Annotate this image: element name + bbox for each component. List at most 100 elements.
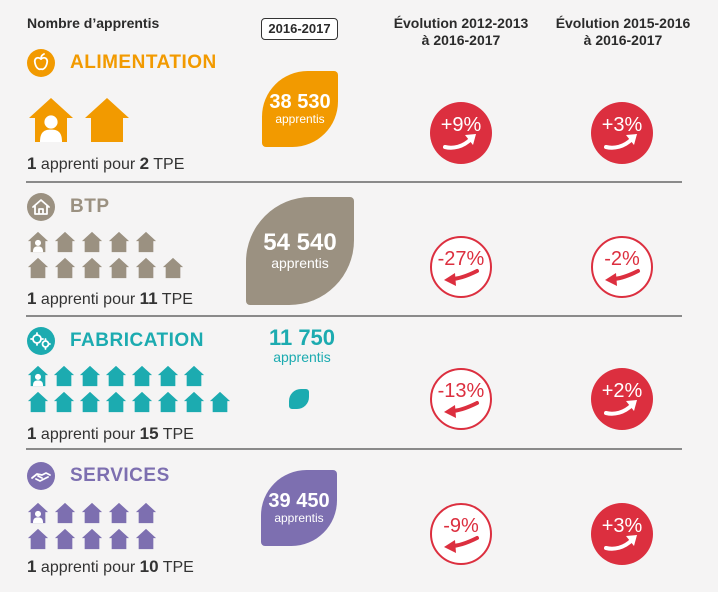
- apprentis-count-blob: 39 450 apprentis: [261, 470, 337, 546]
- ratio-label: apprenti pour: [36, 426, 140, 443]
- apprentis-unit: apprentis: [275, 112, 325, 126]
- decrease-badge: -9%: [430, 503, 492, 565]
- house-shape: [54, 502, 76, 524]
- ratio-label: apprenti pour: [36, 559, 140, 576]
- sector-row: FABRICATION 1 apprenti pour 15 TPE 11 750 a…: [0, 327, 718, 457]
- house-shape: [209, 391, 231, 413]
- badge-value: +9%: [441, 114, 482, 136]
- house-shape: [131, 391, 153, 413]
- house-shape: [108, 257, 130, 279]
- house-outline: [32, 199, 50, 215]
- tpe-houses: [27, 502, 157, 554]
- house-shape: [135, 502, 157, 524]
- badge-ring: [591, 236, 653, 298]
- evo-2015-badge: +2%: [590, 367, 654, 436]
- tpe-house-icon: [183, 365, 205, 387]
- person-body: [40, 129, 62, 142]
- increase-badge: +2%: [591, 368, 653, 430]
- house-shape: [79, 365, 101, 387]
- ratio-suffix: TPE: [158, 559, 194, 576]
- evo-2015-badge: +3%: [590, 101, 654, 170]
- apprentice-house-icon: [27, 502, 49, 524]
- ratio-label: apprenti pour: [36, 291, 140, 308]
- ratio-suffix: TPE: [158, 426, 194, 443]
- ratio-apprentice-count: 1: [27, 289, 37, 308]
- house-shape: [108, 528, 130, 550]
- apprentice-house-icon: [27, 365, 49, 387]
- tpe-houses: [27, 231, 184, 283]
- ratio-tpe-count: 10: [139, 557, 159, 576]
- badge-ring: [430, 503, 492, 565]
- person-body: [32, 380, 44, 387]
- category-icon: [27, 49, 55, 77]
- tpe-house-icon: [209, 391, 231, 413]
- house-shape: [53, 365, 75, 387]
- badge-value: -27%: [438, 248, 485, 270]
- tpe-house-icon: [54, 257, 76, 279]
- apprentis-count: 11 750: [268, 325, 336, 350]
- tpe-house-icon: [27, 528, 49, 550]
- up-arrow-head: [626, 400, 637, 411]
- evo-2012-badge: +9%: [429, 101, 493, 170]
- up-arrow-head: [626, 134, 637, 145]
- up-arrow-icon: [604, 137, 634, 150]
- sector-row: ALIMENTATION 1 apprenti pour 2 TPE 38 530 a…: [0, 49, 718, 179]
- tpe-house-icon: [54, 231, 76, 253]
- evo-2012-badge: -9%: [429, 502, 493, 571]
- badge-value: -13%: [438, 380, 485, 402]
- house-row: [27, 231, 184, 253]
- icon-disc: [27, 49, 55, 77]
- house-shape: [53, 391, 75, 413]
- separator: [26, 448, 682, 450]
- house-shape: [81, 257, 103, 279]
- ratio-text: 1 apprenti pour 15 TPE: [27, 424, 194, 444]
- badge-ring: [430, 236, 492, 298]
- person-head: [34, 373, 42, 380]
- evo-2015-badge: -2%: [590, 235, 654, 304]
- icon-disc: [27, 193, 55, 221]
- tpe-house-icon: [162, 257, 184, 279]
- ratio-label: apprenti pour: [36, 156, 140, 173]
- house-shape: [135, 231, 157, 253]
- apprentis-unit: apprentis: [271, 255, 329, 271]
- house-row: [27, 365, 231, 387]
- increase-badge: +3%: [591, 503, 653, 565]
- evo-2012-badge: -27%: [429, 235, 493, 304]
- down-arrow-head: [444, 273, 456, 286]
- tpe-house-icon: [53, 391, 75, 413]
- evo-2015-badge: +3%: [590, 502, 654, 571]
- sector-title: FABRICATION: [70, 330, 204, 351]
- house-shape: [81, 502, 103, 524]
- evo2-header-line2: à 2016-2017: [583, 32, 663, 48]
- person-body: [32, 517, 44, 524]
- increase-badge: +3%: [591, 102, 653, 164]
- badge-value: -2%: [604, 248, 640, 270]
- ratio-suffix: TPE: [149, 156, 185, 173]
- up-arrow-icon: [604, 538, 634, 551]
- apple-icon: [27, 49, 55, 77]
- separator: [26, 181, 682, 183]
- increase-badge: +9%: [430, 102, 492, 164]
- house-shape: [105, 365, 127, 387]
- tpe-house-icon: [79, 391, 101, 413]
- tpe-houses: [27, 365, 231, 417]
- house-shape: [27, 257, 49, 279]
- house-row: [27, 96, 131, 144]
- gear-teeth: [30, 332, 51, 350]
- evo2-header: Évolution 2015-2016 à 2016-2017: [548, 15, 698, 49]
- sector-title: ALIMENTATION: [70, 52, 217, 73]
- evo-2012-badge: -13%: [429, 367, 493, 436]
- evo1-header: Évolution 2012-2013 à 2016-2017: [386, 15, 536, 49]
- house-shape: [157, 391, 179, 413]
- tpe-house-icon: [135, 502, 157, 524]
- tpe-house-icon: [131, 365, 153, 387]
- house-shape: [183, 365, 205, 387]
- house-shape: [27, 528, 49, 550]
- house-row: [27, 502, 157, 524]
- house-shape: [105, 391, 127, 413]
- tpe-house-icon: [108, 257, 130, 279]
- tpe-houses: [27, 96, 131, 144]
- apple-shape: [33, 56, 49, 71]
- tpe-house-icon: [85, 98, 129, 142]
- ratio-text: 1 apprenti pour 2 TPE: [27, 154, 184, 174]
